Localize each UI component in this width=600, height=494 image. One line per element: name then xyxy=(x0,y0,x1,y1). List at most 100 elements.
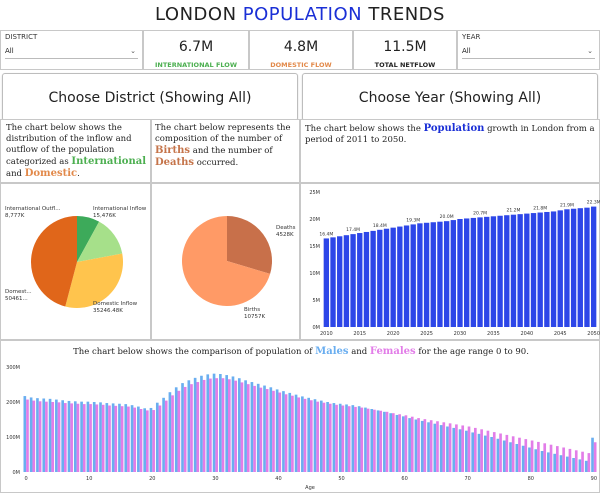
bar xyxy=(590,206,597,327)
slice-value: 10757K xyxy=(244,314,265,320)
bar xyxy=(363,231,370,327)
bar-males xyxy=(244,380,247,472)
bar-females xyxy=(171,395,174,472)
bar-females xyxy=(164,400,168,472)
flow-description-panel: The chart below shows the distribution o… xyxy=(0,119,151,183)
bar-males xyxy=(130,405,134,472)
flow-pie-chart: International Outfl...8,777K Internationa… xyxy=(5,206,147,314)
bar-females xyxy=(291,395,294,472)
data-label: 22.3M xyxy=(587,200,600,206)
bar xyxy=(437,221,443,327)
year-slicer-label: YEAR xyxy=(462,33,481,41)
slice-value: 8,777K xyxy=(5,213,25,219)
bar-males xyxy=(572,458,575,472)
slice-value: 35246.48K xyxy=(93,308,123,314)
bar-females xyxy=(448,423,452,472)
bar xyxy=(350,234,356,327)
pie-slice xyxy=(77,221,123,262)
bar-males xyxy=(338,403,342,472)
bar-males xyxy=(420,420,424,472)
bar-females xyxy=(574,450,578,472)
x-tick-label: 70 xyxy=(465,476,471,482)
bar-males xyxy=(149,407,153,472)
bar-females xyxy=(57,402,61,472)
bar-females xyxy=(272,390,275,472)
bar-females xyxy=(95,404,99,472)
bar xyxy=(570,208,577,327)
slice-label: Domestic Inflow xyxy=(93,301,138,307)
data-label: 20.0M xyxy=(440,214,454,220)
bar-males xyxy=(364,407,367,472)
bar xyxy=(423,222,430,327)
bar-males xyxy=(553,453,556,472)
highlight-international: International xyxy=(71,156,146,167)
bar-males xyxy=(313,399,317,472)
text: for the age range 0 to 90. xyxy=(415,347,529,357)
bar xyxy=(510,214,517,327)
bar-females xyxy=(76,403,80,472)
bar-males xyxy=(237,378,241,472)
bar xyxy=(584,207,590,327)
bar-females xyxy=(530,440,534,472)
bar-females xyxy=(265,389,269,472)
y-tick-label: 15M xyxy=(309,244,320,250)
bar-males xyxy=(174,387,178,472)
bar-females xyxy=(51,402,55,472)
bar-males xyxy=(187,380,191,472)
bar xyxy=(470,217,477,327)
bar-females xyxy=(284,394,288,472)
bar-males xyxy=(433,423,437,472)
bar-males xyxy=(301,396,304,472)
district-dropdown-value: All xyxy=(5,47,14,55)
bar xyxy=(464,218,470,327)
x-tick-label: 40 xyxy=(275,476,281,482)
bar xyxy=(377,229,383,327)
growth-description: The chart below shows the Population gro… xyxy=(305,123,595,146)
district-dropdown[interactable]: All ⌄ xyxy=(5,44,138,59)
bar-females xyxy=(593,442,597,472)
bar-males xyxy=(515,444,519,472)
bar-males xyxy=(496,438,500,472)
district-slicer[interactable]: DISTRICT All ⌄ xyxy=(0,30,143,70)
bar-males xyxy=(528,447,531,472)
slice-value: 50461... xyxy=(5,296,28,302)
highlight-domestic: Domestic xyxy=(24,168,78,179)
bar-males xyxy=(105,403,109,472)
bar-females xyxy=(89,404,92,472)
choose-year-button[interactable]: Choose Year (Showing All) xyxy=(302,73,598,121)
bar xyxy=(550,211,557,327)
bar-females xyxy=(177,390,181,472)
kpi-label: INTERNATIONAL FLOW xyxy=(154,61,237,69)
bar-females xyxy=(385,411,389,472)
bar-males xyxy=(118,403,121,472)
bar xyxy=(577,208,583,327)
bar xyxy=(397,226,403,327)
district-slicer-label: DISTRICT xyxy=(5,33,38,41)
y-tick-label: 25M xyxy=(309,190,320,196)
bar-males xyxy=(452,427,456,472)
data-label: 19.3M xyxy=(406,217,420,223)
bar-females xyxy=(38,401,42,472)
flow-pie-panel: International Outfl... 8,777K Internationa… xyxy=(0,183,151,340)
year-slicer[interactable]: YEAR All ⌄ xyxy=(457,30,600,70)
bar-males xyxy=(73,401,77,472)
bar-males xyxy=(584,460,588,472)
year-dropdown[interactable]: All ⌄ xyxy=(462,44,595,59)
bar-females xyxy=(108,405,111,472)
x-tick-label: 0 xyxy=(25,476,28,482)
x-tick-label: 2015 xyxy=(353,331,366,337)
data-label: 21.9M xyxy=(560,202,574,208)
choose-district-button[interactable]: Choose District (Showing All) xyxy=(2,73,298,121)
bar-males xyxy=(250,382,254,472)
chevron-down-icon[interactable]: ⌄ xyxy=(130,47,136,55)
bar-males xyxy=(288,392,292,472)
bar-females xyxy=(209,378,212,472)
kpi-card-domestic: 4.8M DOMESTIC FLOW xyxy=(249,30,353,70)
bar xyxy=(530,213,537,327)
chevron-down-icon[interactable]: ⌄ xyxy=(587,47,593,55)
text: The chart below represents the compositi… xyxy=(155,123,291,144)
bar-females xyxy=(410,416,414,472)
bar xyxy=(537,212,543,327)
bar-males xyxy=(439,425,443,472)
